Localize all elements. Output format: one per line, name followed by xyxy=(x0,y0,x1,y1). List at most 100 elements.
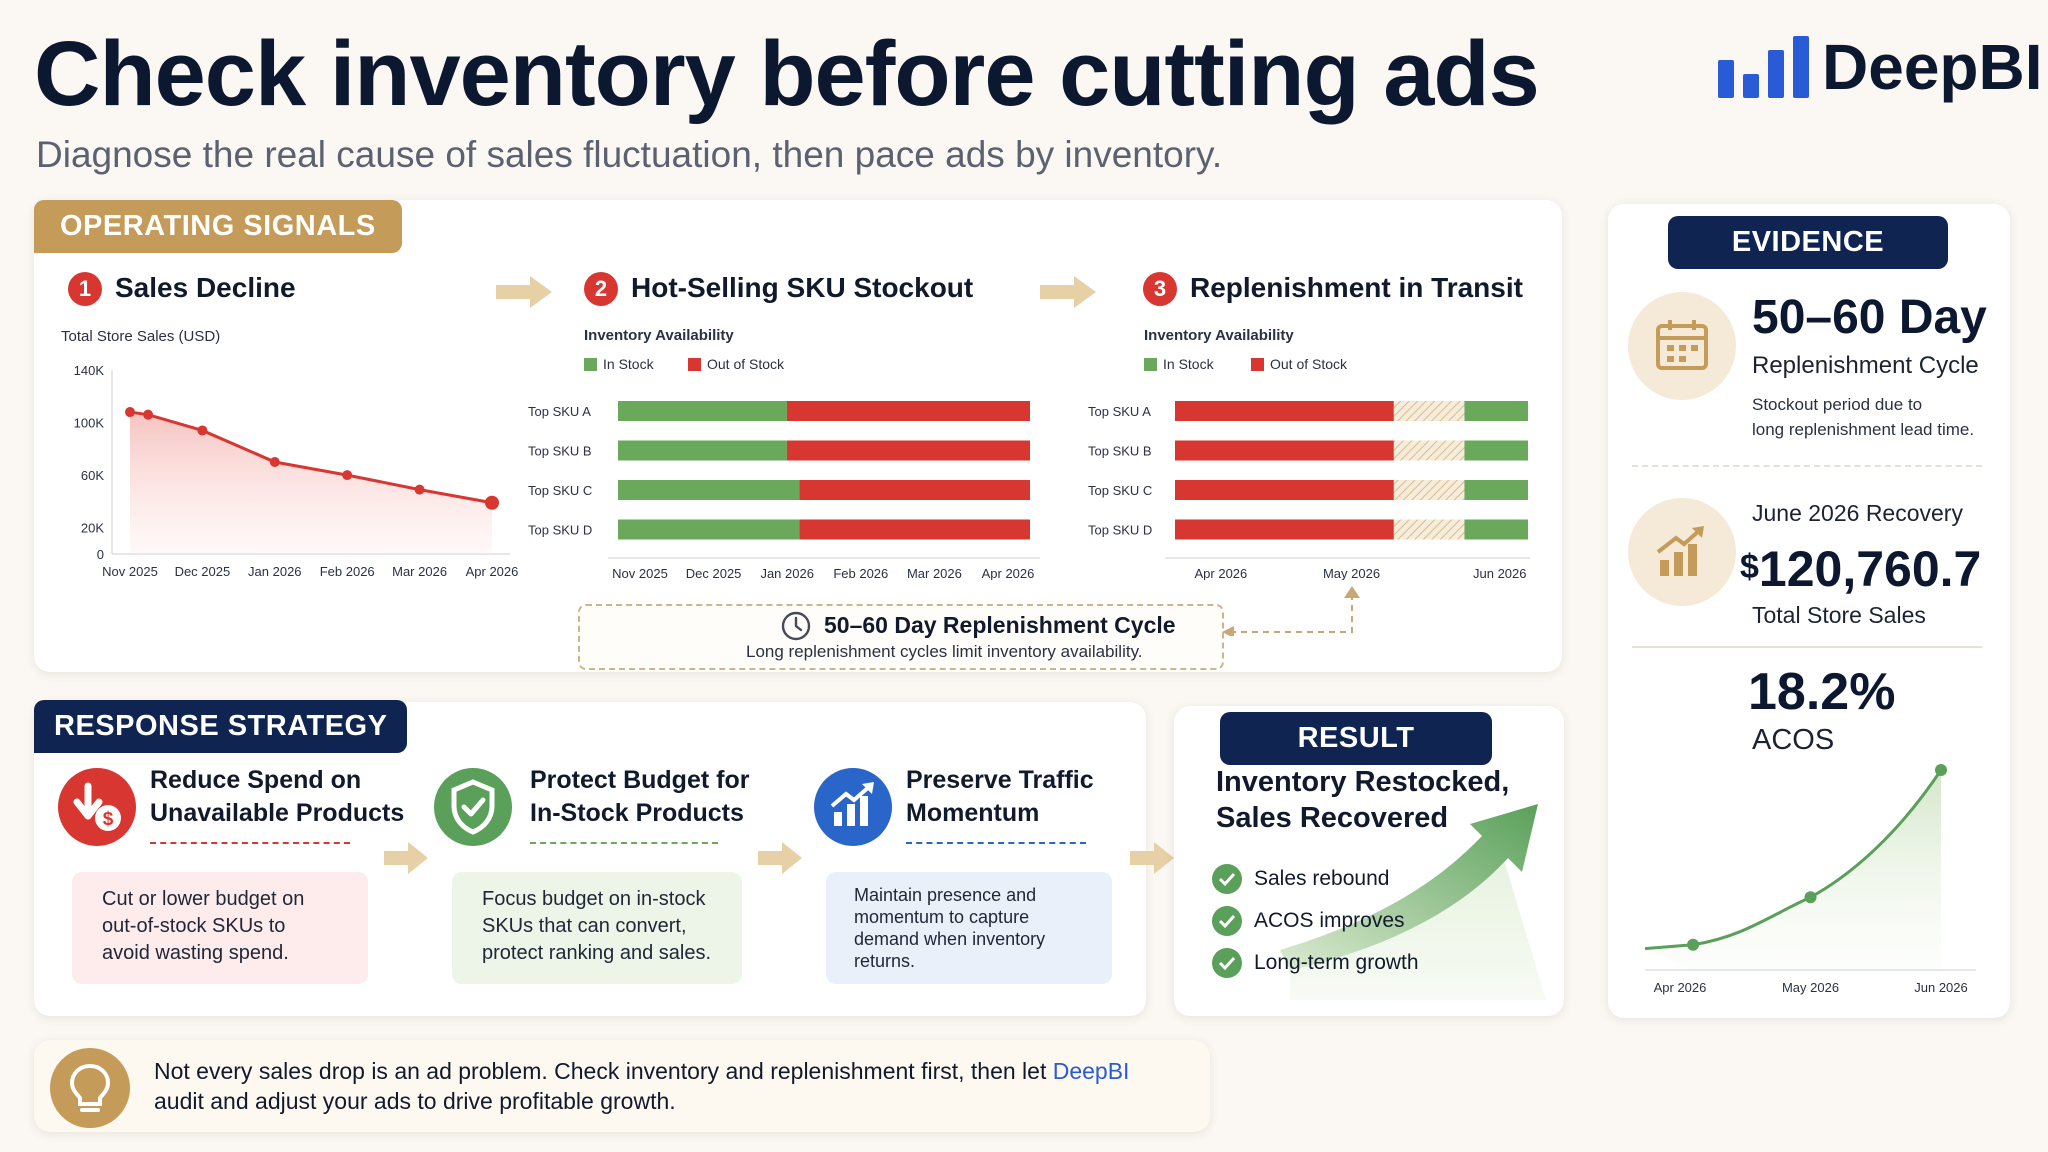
shield-check-icon xyxy=(434,768,512,846)
result-title: Inventory Restocked, Sales Recovered xyxy=(1216,764,1509,836)
reduce-spend-icon: $ xyxy=(58,768,136,846)
sales-chart-label: Total Store Sales (USD) xyxy=(61,328,221,345)
arrow-right-icon xyxy=(496,276,552,308)
strategy-3-title-line2: Momentum xyxy=(906,799,1040,827)
operating-signals-card xyxy=(34,200,1562,672)
inventory-chart-label: Inventory Availability xyxy=(584,327,734,344)
recovery-amount: $120,760.7 xyxy=(1740,540,1981,598)
svg-text:$: $ xyxy=(103,809,114,830)
in-transit-bar xyxy=(1393,519,1465,540)
x-tick-label: Jan 2026 xyxy=(248,564,302,579)
out-of-stock-bar xyxy=(1175,401,1394,421)
check-icon xyxy=(1212,906,1242,936)
sales-point xyxy=(414,484,425,495)
replenishment-bar-chart: Top SKU A Top SKU B Top SKU C Top SKU D Apr … xyxy=(1088,401,1530,580)
acos-value: 18.2% xyxy=(1748,663,1896,721)
sku-label: Top SKU B xyxy=(528,444,592,459)
sales-point xyxy=(197,425,208,436)
out-of-stock-bar xyxy=(786,440,1030,461)
arrow-right-icon xyxy=(1040,276,1096,308)
in-transit-bar xyxy=(1393,480,1465,500)
x-tick-label: Apr 2026 xyxy=(1654,980,1707,995)
divider xyxy=(1632,465,1982,467)
x-tick-label: Nov 2025 xyxy=(612,566,668,580)
sku-label: Top SKU A xyxy=(1088,404,1151,419)
sku-label: Top SKU B xyxy=(1088,444,1152,459)
body-line: avoid wasting spend. xyxy=(102,942,289,964)
sales-point xyxy=(125,407,135,418)
stockout-bar-chart: Top SKU A Top SKU B Top SKU C Top SKU D Nov … xyxy=(528,401,1040,580)
x-tick-label: Mar 2026 xyxy=(392,564,447,579)
step-3-badge: 3 xyxy=(1143,272,1177,306)
legend-swatch xyxy=(688,357,701,371)
body-line: Focus budget on in-stock xyxy=(482,888,706,910)
legend-out-of-stock: Out of Stock xyxy=(688,356,784,372)
body-line: SKUs that can convert, xyxy=(482,915,687,937)
strategy-2-title-line2: In-Stock Products xyxy=(530,799,744,827)
strategy-1-title-line2: Unavailable Products xyxy=(150,799,405,827)
sku-label: Top SKU A xyxy=(528,404,591,419)
footer-brand-link: DeepBI xyxy=(1052,1058,1130,1084)
x-tick-label: Feb 2026 xyxy=(833,566,888,580)
legend-label: In Stock xyxy=(603,356,654,372)
out-of-stock-bar xyxy=(1175,480,1394,500)
x-tick-label: Dec 2025 xyxy=(175,564,231,579)
evidence-tag: EVIDENCE xyxy=(1668,216,1948,269)
footer-note xyxy=(34,1040,1210,1132)
growth-chart-icon xyxy=(1628,498,1736,606)
body-line: protect ranking and sales. xyxy=(482,942,712,964)
result-check-item: ACOS improves xyxy=(1212,906,1405,936)
inventory-chart-label: Inventory Availability xyxy=(1144,327,1294,344)
calendar-icon xyxy=(1628,292,1736,400)
x-tick-label: Nov 2025 xyxy=(102,564,158,579)
y-tick-label: 60K xyxy=(81,468,104,483)
strategy-1-body: Cut or lower budget on out-of-stock SKUs… xyxy=(72,872,368,984)
x-tick-label: Jun 2026 xyxy=(1473,566,1527,580)
y-tick-label: 140K xyxy=(74,363,105,378)
strategy-2-title-line1: Protect Budget for xyxy=(530,766,750,794)
x-tick-label: Apr 2026 xyxy=(1195,566,1248,580)
divider xyxy=(530,842,718,844)
out-of-stock-bar xyxy=(1175,519,1394,540)
result-check-item: Sales rebound xyxy=(1212,864,1389,894)
callout-text: Long replenishment cycles limit inventor… xyxy=(746,642,1143,661)
legend-swatch xyxy=(1251,357,1264,371)
growth-point xyxy=(1687,938,1700,951)
out-of-stock-bar xyxy=(1175,440,1394,461)
check-icon xyxy=(1212,948,1242,978)
body-line: Cut or lower budget on xyxy=(102,888,305,910)
body-line: returns. xyxy=(854,951,916,971)
sales-point xyxy=(143,409,154,420)
check-label: Long-term growth xyxy=(1254,951,1419,974)
legend-label: Out of Stock xyxy=(707,356,785,372)
legend-in-stock: In Stock xyxy=(1144,356,1214,372)
in-stock-bar xyxy=(618,480,800,500)
arrow-right-icon xyxy=(758,842,802,874)
x-tick-label: May 2026 xyxy=(1782,980,1839,995)
strategy-3-body: Maintain presence and momentum to captur… xyxy=(826,872,1112,984)
upward-trend-arrow-icon xyxy=(1280,804,1546,1000)
replenishment-note-1: Stockout period due to xyxy=(1752,395,1923,414)
page-subtitle: Diagnose the real cause of sales fluctua… xyxy=(36,134,1223,175)
acos-label: ACOS xyxy=(1752,724,1835,756)
recovery-caption: Total Store Sales xyxy=(1752,602,1926,628)
in-stock-bar xyxy=(618,440,787,461)
step-2-title: Hot-Selling SKU Stockout xyxy=(631,272,974,303)
sales-point xyxy=(269,457,280,467)
x-tick-label: Apr 2026 xyxy=(466,564,519,579)
body-line: momentum to capture xyxy=(854,907,1030,927)
dashed-connector-arrow xyxy=(1222,586,1360,636)
check-label: ACOS improves xyxy=(1254,909,1405,932)
result-title-line1: Inventory Restocked, xyxy=(1216,766,1510,798)
result-tag: RESULT xyxy=(1220,712,1492,765)
divider xyxy=(1632,646,1982,648)
y-tick-label: 20K xyxy=(81,521,104,536)
legend-in-stock: In Stock xyxy=(584,356,654,372)
x-tick-label: Jun 2026 xyxy=(1914,980,1968,995)
replenishment-cycle-label: Replenishment Cycle xyxy=(1752,352,1979,379)
check-label: Sales rebound xyxy=(1254,867,1390,890)
step-1-title: Sales Decline xyxy=(115,272,296,303)
body-line: out-of-stock SKUs to xyxy=(102,915,286,937)
traffic-growth-icon xyxy=(814,768,892,846)
sales-area xyxy=(130,412,492,554)
